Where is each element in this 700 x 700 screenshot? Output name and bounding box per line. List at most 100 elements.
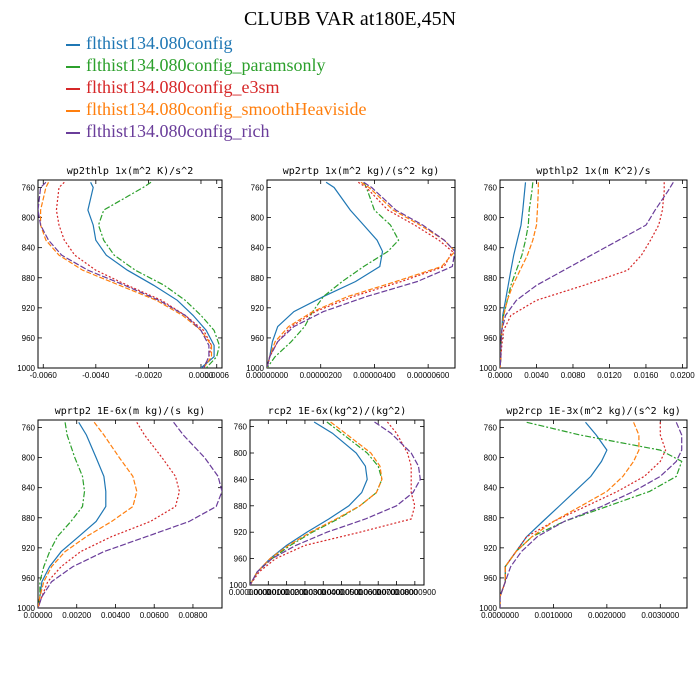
y-tick-label: 920 xyxy=(22,304,36,313)
legend-swatch xyxy=(66,44,80,46)
series-line xyxy=(97,181,221,368)
series-line xyxy=(38,422,86,608)
panel-title: wp2rtp 1x(m^2 kg)/(s^2 kg) xyxy=(283,166,440,177)
y-tick-label: 880 xyxy=(22,514,36,523)
x-tick-label: 0.00000400 xyxy=(353,371,396,380)
legend-item: flthist134.080config_smoothHeaviside xyxy=(66,98,366,120)
y-tick-label: 840 xyxy=(251,244,265,253)
plot-frame xyxy=(37,179,223,369)
y-tick-label: 840 xyxy=(484,244,498,253)
legend-label: flthist134.080config_smoothHeaviside xyxy=(86,99,367,119)
series-line xyxy=(250,421,383,585)
x-tick-label: 0.0020000 xyxy=(588,611,626,620)
legend-item: flthist134.080config xyxy=(66,32,366,54)
x-tick-label: 0.0030000 xyxy=(641,611,679,620)
series-line xyxy=(38,421,181,608)
y-tick-label: 760 xyxy=(251,184,265,193)
x-tick-label: 0.00000600 xyxy=(339,588,382,597)
y-tick-label: 880 xyxy=(251,274,265,283)
x-tick-label: 0.0000 xyxy=(488,371,513,380)
legend-swatch xyxy=(66,88,80,90)
x-tick-label: 0.00000900 xyxy=(394,588,437,597)
legend-item: flthist134.080config_e3sm xyxy=(66,76,366,98)
y-tick-label: 920 xyxy=(251,304,265,313)
panel-title: rcp2 1E-6x(kg^2)/(kg^2) xyxy=(268,406,406,417)
legend-swatch xyxy=(66,132,80,134)
x-tick-label: -0.0040 xyxy=(82,371,110,380)
x-tick-label: 0.00000800 xyxy=(375,588,418,597)
y-tick-label: 880 xyxy=(484,274,498,283)
x-tick-label: 0.00600 xyxy=(140,611,169,620)
x-tick-label: 0.00200 xyxy=(62,611,91,620)
y-tick-label: 1000 xyxy=(479,364,497,373)
x-tick-label: 0.00400 xyxy=(101,611,130,620)
y-tick-label: 1000 xyxy=(229,581,247,590)
y-tick-label: 800 xyxy=(484,214,498,223)
x-tick-label: 0.0006 xyxy=(205,371,230,380)
legend-swatch xyxy=(66,66,80,68)
plot-frame xyxy=(499,179,688,369)
x-tick-label: 0.0200 xyxy=(670,371,695,380)
series-line xyxy=(500,182,539,368)
chart-panel: wp2rcp 1E-3x(m^2 kg)/(s^2 kg) 760 800 840 88… xyxy=(479,406,688,620)
y-tick-label: 800 xyxy=(22,214,36,223)
y-tick-label: 800 xyxy=(234,449,248,458)
y-tick-label: 920 xyxy=(484,544,498,553)
y-tick-label: 1000 xyxy=(17,604,35,613)
y-tick-label: 1000 xyxy=(479,604,497,613)
x-tick-label: 0.00000 xyxy=(24,611,53,620)
x-tick-label: -0.0020 xyxy=(135,371,163,380)
chart-panel: wp2thlp 1x(m^2 K)/s^2 760 800 840 880 920 960 1… xyxy=(17,166,229,380)
y-tick-label: 880 xyxy=(484,514,498,523)
series-line xyxy=(500,422,683,608)
x-tick-label: 0.0080 xyxy=(561,371,586,380)
y-tick-label: 840 xyxy=(22,244,36,253)
panel-title: wprtp2 1E-6x(m kg)/(s kg) xyxy=(55,406,206,417)
plot-frame xyxy=(249,419,425,586)
legend-label: flthist134.080config_e3sm xyxy=(86,77,280,97)
x-tick-label: 0.00000000 xyxy=(246,371,289,380)
chart-panel: rcp2 1E-6x(kg^2)/(kg^2) 760 800 840 880 920 96… xyxy=(229,406,437,597)
y-tick-label: 920 xyxy=(22,544,36,553)
x-tick-label: 0.0010000 xyxy=(535,611,573,620)
series-line xyxy=(267,181,384,368)
y-tick-label: 760 xyxy=(484,424,498,433)
y-tick-label: 800 xyxy=(484,454,498,463)
series-line xyxy=(87,182,215,368)
y-tick-label: 1000 xyxy=(246,364,264,373)
y-tick-label: 760 xyxy=(22,184,36,193)
y-tick-label: 920 xyxy=(484,304,498,313)
series-line xyxy=(500,182,534,368)
series-line xyxy=(38,421,138,608)
x-tick-label: 0.00000100 xyxy=(247,588,290,597)
y-tick-label: 840 xyxy=(234,475,248,484)
series-line xyxy=(500,421,683,608)
x-tick-label: 0.0040 xyxy=(524,371,549,380)
legend: flthist134.080config flthist134.080config… xyxy=(66,32,366,142)
y-tick-label: 960 xyxy=(484,574,498,583)
plot-frame xyxy=(499,419,688,609)
y-tick-label: 800 xyxy=(22,454,36,463)
series-line xyxy=(38,421,222,608)
y-tick-label: 760 xyxy=(22,424,36,433)
legend-label: flthist134.080config_paramsonly xyxy=(86,55,326,75)
x-tick-label: 0.00800 xyxy=(178,611,207,620)
series-line xyxy=(267,181,455,368)
series-line xyxy=(500,182,527,368)
series-line xyxy=(267,182,400,368)
series-line xyxy=(267,181,455,368)
series-line xyxy=(500,422,640,608)
series-line xyxy=(500,182,665,368)
y-tick-label: 800 xyxy=(251,214,265,223)
legend-item: flthist134.080config_rich xyxy=(66,120,366,142)
x-tick-label: 0.00000700 xyxy=(357,588,400,597)
x-tick-label: 0.00000500 xyxy=(320,588,363,597)
series-line xyxy=(39,182,213,368)
page-title: CLUBB VAR at180E,45N xyxy=(243,8,457,30)
y-tick-label: 960 xyxy=(22,574,36,583)
series-line xyxy=(38,181,210,368)
y-tick-label: 760 xyxy=(234,423,248,432)
chart-panel: wprtp2 1E-6x(m kg)/(s kg) 760 800 840 880 920… xyxy=(17,406,223,620)
y-tick-label: 960 xyxy=(234,555,248,564)
